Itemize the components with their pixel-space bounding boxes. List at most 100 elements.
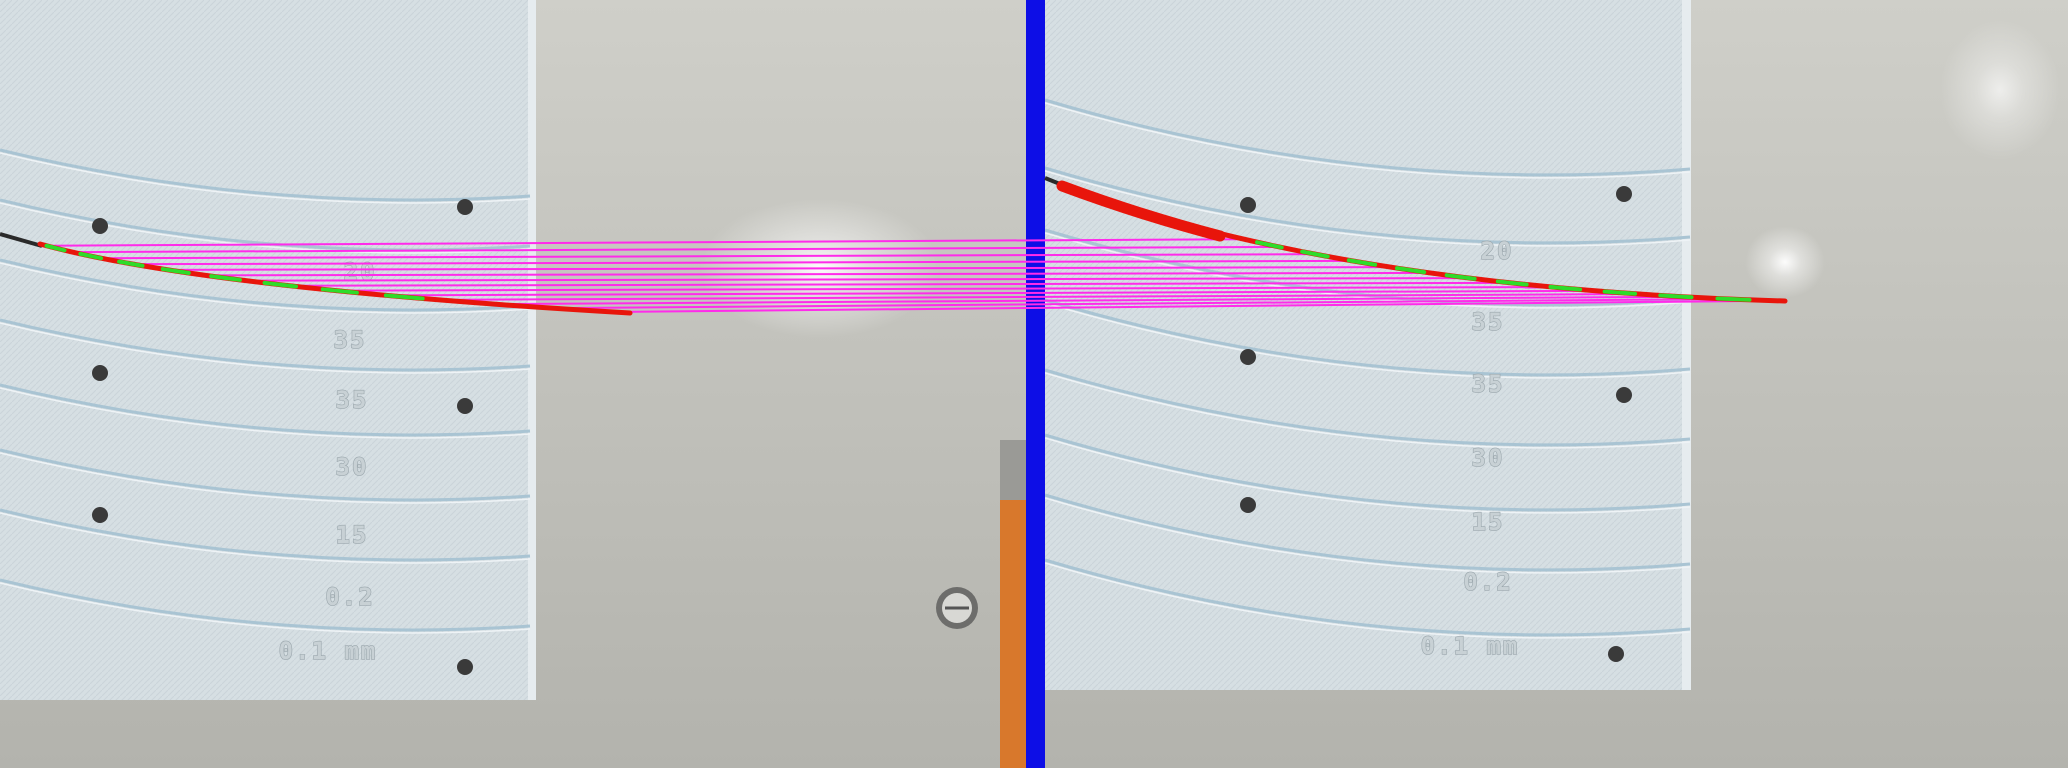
left-keypoint-3 (160, 267, 191, 276)
right-hole-3 (1616, 387, 1632, 403)
left-camera-view: 20 35 35 30 15 0.2 0.1 mm (0, 0, 1026, 768)
right-label-4: 15 (1472, 508, 1505, 536)
left-hole-4 (92, 507, 108, 523)
left-groove-4 (0, 383, 531, 437)
left-grooves (0, 148, 531, 634)
match-line-13 (612, 299, 1777, 313)
right-keypoint-0 (1255, 240, 1284, 250)
left-plate (0, 0, 530, 700)
right-groove-hl-3 (1045, 302, 1691, 379)
right-keypoint-5 (1495, 279, 1529, 287)
match-line-3 (133, 259, 1353, 266)
right-keypoint-8 (1658, 293, 1694, 300)
left-keypoint-2 (117, 259, 145, 268)
left-groove-6 (0, 508, 531, 562)
right-hole-1 (1616, 186, 1632, 202)
dark-strip (1000, 440, 1026, 500)
right-groove-7 (1045, 558, 1691, 637)
right-groove-hl-1 (1045, 170, 1691, 247)
right-label-0: 20 (1481, 237, 1514, 265)
left-keypoint-7 (383, 293, 425, 301)
left-keypoint-5 (262, 280, 298, 289)
left-hole-0 (92, 218, 108, 234)
match-line-11 (493, 295, 1684, 306)
right-label-2: 35 (1472, 370, 1505, 398)
left-groove-hl-4 (0, 387, 531, 439)
right-label-1: 35 (1472, 308, 1505, 336)
right-hole-5 (1608, 646, 1624, 662)
right-groove-4 (1045, 368, 1691, 447)
right-glare-top (1940, 20, 2060, 160)
match-line-4 (167, 266, 1391, 271)
left-label-1: 35 (334, 326, 367, 354)
keypoints (44, 240, 1752, 302)
left-plate-edge (528, 0, 536, 700)
left-mount-holes (92, 199, 473, 675)
right-keypoint-7 (1602, 289, 1638, 296)
view-divider (1026, 0, 1045, 768)
right-hole-2 (1240, 349, 1256, 365)
match-line-0 (46, 238, 1244, 247)
left-groove-hl-1 (0, 202, 531, 254)
right-camera-view: 20 35 35 30 15 0.2 0.1 mm (1045, 0, 2060, 690)
match-line-2 (101, 253, 1316, 260)
match-line-6 (246, 277, 1470, 282)
match-line-8 (336, 286, 1553, 292)
right-groove-hl-6 (1045, 497, 1691, 574)
match-line-5 (205, 271, 1430, 277)
left-groove-3 (0, 318, 531, 372)
right-keypoint-4 (1444, 273, 1477, 281)
right-keypoint-1 (1300, 249, 1330, 259)
right-plate-edge (1682, 0, 1691, 690)
right-engraved-labels: 20 35 35 30 15 0.2 0.1 mm (1420, 236, 1520, 660)
right-groove-hl-5 (1045, 437, 1691, 514)
left-groove-hl-0 (0, 152, 531, 204)
match-line-7 (289, 281, 1511, 287)
right-label-3: 30 (1472, 444, 1505, 472)
right-groove-hl-0 (1045, 102, 1691, 179)
left-groove-hl-2 (0, 262, 531, 314)
left-keypoint-1 (78, 251, 104, 261)
right-keypoint-6 (1548, 284, 1583, 292)
left-groove-1 (0, 198, 531, 252)
left-groove-7 (0, 578, 531, 632)
screw-icon (936, 587, 978, 629)
left-hole-1 (457, 199, 473, 215)
right-groove-0 (1045, 98, 1691, 177)
left-engraved-labels: 20 35 35 30 15 0.2 0.1 mm (278, 257, 378, 665)
left-wire-stub (0, 232, 43, 248)
right-groove-6 (1045, 493, 1691, 572)
left-groove-0 (0, 148, 531, 202)
right-groove-hl-4 (1045, 372, 1691, 449)
left-groove-hl-6 (0, 512, 531, 564)
left-groove-hl-5 (0, 452, 531, 504)
left-hole-3 (457, 398, 473, 414)
left-label-4: 15 (336, 521, 369, 549)
right-label-5: 0.2 (1463, 568, 1512, 596)
left-hole-2 (92, 365, 108, 381)
orange-tape (1000, 500, 1026, 768)
left-label-2: 35 (336, 386, 369, 414)
match-line-1 (72, 245, 1280, 254)
match-line-9 (385, 289, 1596, 297)
right-groove-1 (1045, 166, 1691, 245)
right-groove-hl-7 (1045, 562, 1691, 639)
left-hole-5 (457, 659, 473, 675)
right-label-6: 0.1 mm (1421, 632, 1520, 660)
match-line-10 (438, 293, 1640, 301)
left-keypoint-0 (44, 243, 67, 253)
left-label-6: 0.1 mm (279, 637, 378, 665)
right-keypoint-3 (1395, 266, 1427, 275)
right-glare (1745, 226, 1825, 298)
match-line-12 (551, 298, 1730, 310)
left-keypoint-6 (320, 287, 359, 295)
right-plate (1045, 0, 1690, 690)
left-label-5: 0.2 (325, 583, 374, 611)
right-keypoint-9 (1715, 296, 1752, 302)
right-groove-3 (1045, 298, 1691, 377)
left-groove-hl-7 (0, 582, 531, 634)
right-hole-0 (1240, 197, 1256, 213)
left-groove-hl-3 (0, 322, 531, 374)
